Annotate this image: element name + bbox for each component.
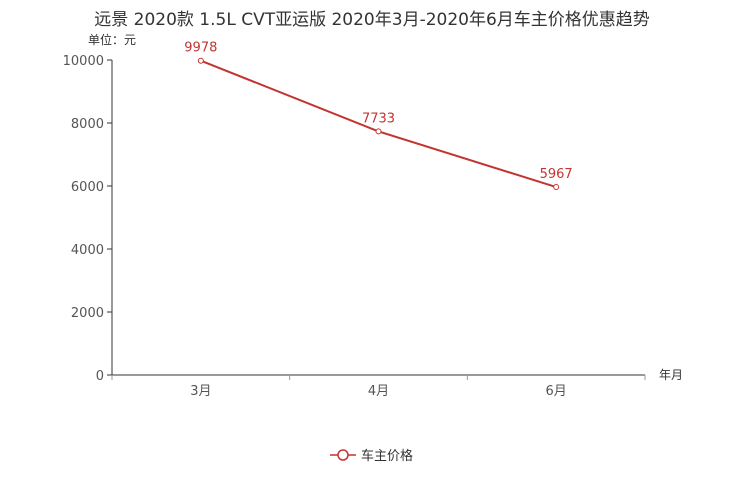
x-tick-label: 4月 [368, 384, 389, 399]
y-tick-label: 0 [96, 369, 104, 384]
legend-label: 车主价格 [361, 449, 414, 464]
data-label: 5967 [540, 167, 573, 182]
legend-item[interactable]: 车主价格 [330, 445, 413, 464]
data-label: 7733 [362, 111, 395, 126]
y-tick-label: 10000 [63, 54, 104, 69]
y-tick-label: 8000 [71, 117, 104, 132]
data-point [197, 57, 204, 64]
x-tick-label: 6月 [546, 384, 567, 399]
data-point [375, 128, 382, 135]
y-axis-label: 单位：元 [88, 33, 137, 47]
data-label: 9978 [184, 41, 217, 56]
legend-line-circle-icon [330, 448, 356, 461]
y-tick-label: 6000 [71, 180, 104, 195]
x-axis-label: 年月 [659, 368, 683, 382]
y-tick-label: 4000 [71, 243, 104, 258]
chart-title: 远景 2020款 1.5L CVT亚运版 2020年3月-2020年6月车主价格… [94, 10, 650, 30]
x-tick-label: 3月 [190, 384, 211, 399]
y-tick-label: 2000 [71, 306, 104, 321]
data-point [553, 184, 560, 191]
